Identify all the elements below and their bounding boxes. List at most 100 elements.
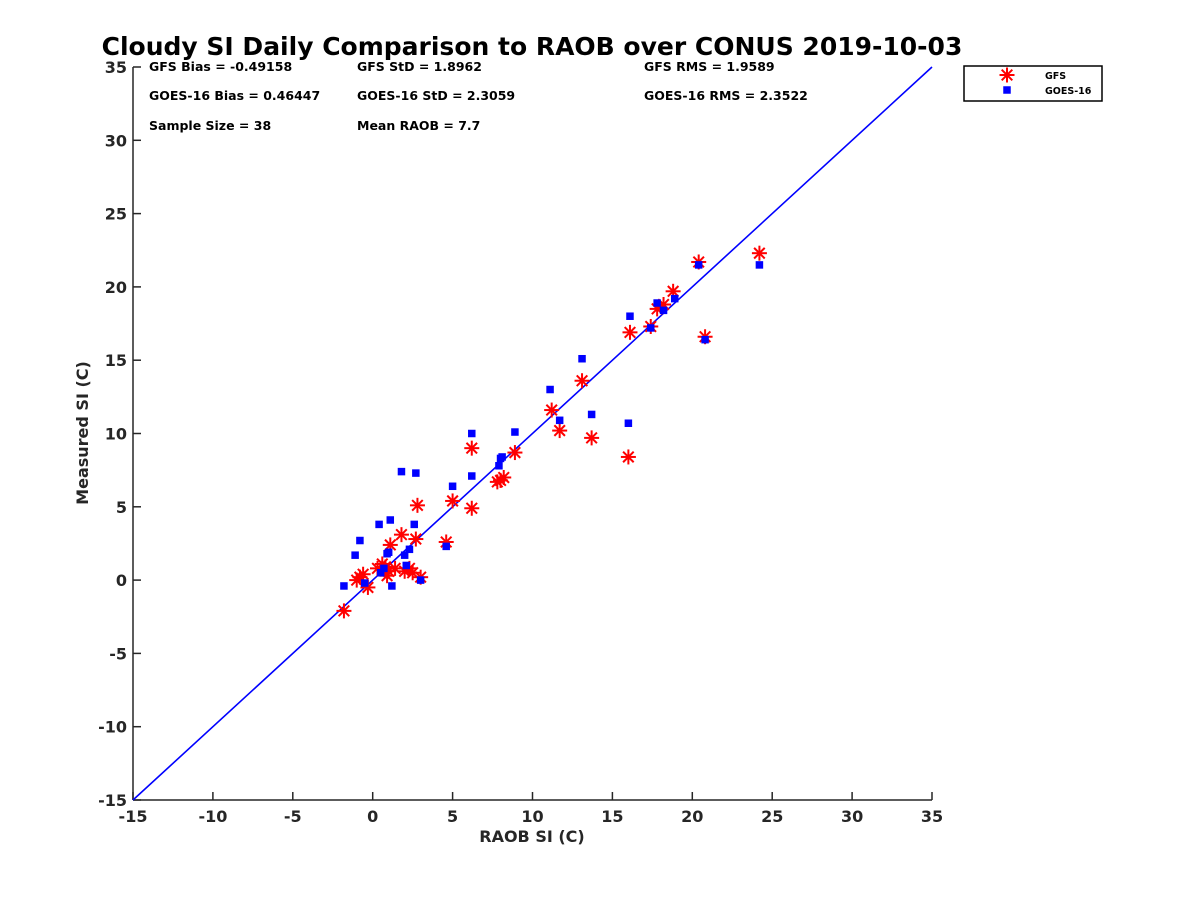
- goes16-point: [376, 569, 385, 577]
- asterisk-stroke: [357, 568, 370, 581]
- asterisk-stroke: [623, 326, 636, 339]
- asterisk-stroke: [389, 562, 402, 575]
- x-tick-label: 25: [761, 807, 783, 826]
- asterisk-stroke: [622, 450, 635, 463]
- gfs-point: [355, 566, 371, 582]
- x-tick-label: 35: [921, 807, 943, 826]
- asterisk-stroke: [553, 424, 566, 437]
- goes16-point: [468, 472, 476, 480]
- gfs-point: [574, 373, 590, 389]
- asterisk-stroke: [465, 502, 478, 515]
- stat-text: GFS StD = 1.8962: [357, 59, 482, 74]
- one-to-one-line: [132, 66, 933, 801]
- goes16-point: [578, 354, 586, 363]
- gfs-point: [584, 430, 600, 446]
- chart-title: Cloudy SI Daily Comparison to RAOB over …: [102, 32, 963, 61]
- gfs-point: [552, 423, 568, 439]
- x-tick-label: 15: [601, 807, 623, 826]
- goes16-point: [546, 385, 554, 394]
- goes16-point: [442, 542, 450, 551]
- gfs-point: [751, 245, 767, 261]
- goes16-point: [670, 294, 679, 303]
- y-tick-label: 0: [116, 571, 127, 590]
- goes16-point: [587, 410, 596, 419]
- asterisk-stroke: [337, 604, 350, 617]
- asterisk-stroke: [667, 285, 680, 298]
- goes16-point: [412, 469, 420, 477]
- gfs-point: [496, 469, 512, 485]
- stat-text: Sample Size = 38: [149, 118, 271, 133]
- x-tick-label: 5: [447, 807, 458, 826]
- asterisk-stroke: [406, 566, 419, 579]
- x-tick-label: -15: [119, 807, 148, 826]
- asterisk-stroke: [384, 538, 397, 551]
- goes16-point: [400, 551, 409, 559]
- x-tick-label: -5: [284, 807, 302, 826]
- goes16-point: [626, 312, 634, 320]
- gfs-point: [336, 603, 352, 619]
- asterisk-stroke: [361, 581, 374, 594]
- gfs-point: [507, 445, 523, 461]
- stat-text: GFS RMS = 1.9589: [644, 59, 775, 74]
- y-tick-label: 5: [116, 498, 127, 517]
- asterisk-stroke: [1000, 68, 1014, 82]
- asterisk-stroke: [585, 431, 598, 444]
- goes16-point: [410, 520, 418, 529]
- asterisk-stroke: [446, 494, 459, 507]
- y-tick-label: 35: [105, 58, 127, 77]
- gfs-point: [409, 497, 425, 513]
- asterisk-stroke: [411, 499, 424, 512]
- goes16-point: [384, 548, 393, 556]
- goes16-point: [468, 429, 476, 438]
- y-tick-label: 30: [105, 131, 127, 150]
- goes16-point: [351, 551, 359, 559]
- goes16-point: [653, 299, 661, 307]
- legend-goes16-marker: [1003, 86, 1011, 94]
- goes16-point: [624, 419, 633, 427]
- goes16-point: [755, 261, 764, 269]
- gfs-point: [393, 527, 409, 543]
- asterisk-stroke: [409, 533, 422, 546]
- goes16-point: [659, 306, 668, 315]
- asterisk-stroke: [395, 528, 408, 541]
- goes16-point: [356, 536, 364, 545]
- asterisk-stroke: [497, 471, 510, 484]
- asterisk-stroke: [465, 442, 478, 455]
- goes16-point: [405, 545, 414, 554]
- reference-line: [132, 66, 933, 801]
- y-tick-label: 25: [105, 205, 127, 224]
- x-tick-label: 0: [367, 807, 378, 826]
- series-goes16: [340, 261, 764, 590]
- gfs-point: [464, 440, 480, 456]
- legend-gfs-label: GFS: [1045, 71, 1066, 82]
- gfs-point: [544, 402, 560, 418]
- goes16-point: [555, 416, 564, 425]
- legend-goes16-label: GOES-16: [1045, 86, 1092, 97]
- y-axis-label: Measured SI (C): [73, 361, 92, 505]
- x-axis-label: RAOB SI (C): [479, 827, 584, 846]
- asterisk-stroke: [545, 404, 558, 417]
- stat-text: GFS Bias = -0.49158: [149, 59, 292, 74]
- goes16-point: [694, 261, 703, 269]
- stat-text: GOES-16 RMS = 2.3522: [644, 88, 808, 103]
- y-tick-label: -10: [98, 718, 127, 737]
- goes16-point: [511, 428, 519, 436]
- y-tick-label: 10: [105, 425, 127, 444]
- x-tick-label: 30: [841, 807, 863, 826]
- asterisk-stroke: [576, 374, 589, 387]
- gfs-point: [622, 324, 638, 340]
- goes16-point: [375, 520, 383, 529]
- y-tick-label: 15: [105, 351, 127, 370]
- x-tick-label: -10: [198, 807, 227, 826]
- legend: GFS GOES-16: [963, 65, 1103, 102]
- goes16-point: [647, 324, 655, 332]
- goes16-point: [386, 516, 395, 524]
- x-tick-label: 20: [681, 807, 703, 826]
- goes16-point: [495, 462, 503, 470]
- goes16-point: [448, 482, 457, 491]
- y-tick-label: 20: [105, 278, 127, 297]
- gfs-point: [464, 500, 480, 516]
- goes16-point: [498, 453, 506, 461]
- goes16-point: [416, 576, 425, 584]
